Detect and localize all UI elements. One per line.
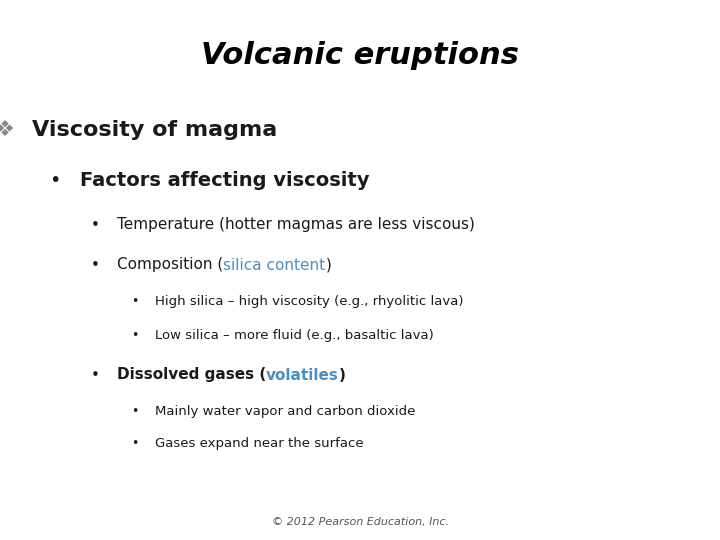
Text: © 2012 Pearson Education, Inc.: © 2012 Pearson Education, Inc. bbox=[271, 517, 449, 527]
Text: silica content: silica content bbox=[223, 258, 325, 273]
Text: Mainly water vapor and carbon dioxide: Mainly water vapor and carbon dioxide bbox=[155, 406, 415, 419]
Text: •: • bbox=[91, 368, 99, 382]
Text: Volcanic eruptions: Volcanic eruptions bbox=[201, 40, 519, 70]
Text: •: • bbox=[131, 406, 139, 419]
Text: Dissolved gases (: Dissolved gases ( bbox=[117, 368, 266, 382]
Text: ): ) bbox=[339, 368, 346, 382]
Text: Factors affecting viscosity: Factors affecting viscosity bbox=[80, 171, 369, 190]
Text: Gases expand near the surface: Gases expand near the surface bbox=[155, 436, 364, 449]
Text: •: • bbox=[131, 328, 139, 341]
Text: •: • bbox=[131, 436, 139, 449]
Text: volatiles: volatiles bbox=[266, 368, 339, 382]
Text: Composition (: Composition ( bbox=[117, 258, 223, 273]
Text: Temperature (hotter magmas are less viscous): Temperature (hotter magmas are less visc… bbox=[117, 218, 475, 233]
Text: High silica – high viscosity (e.g., rhyolitic lava): High silica – high viscosity (e.g., rhyo… bbox=[155, 295, 464, 308]
Text: •: • bbox=[91, 258, 99, 273]
Text: •: • bbox=[49, 171, 60, 190]
Text: ❖: ❖ bbox=[0, 120, 14, 140]
Text: Viscosity of magma: Viscosity of magma bbox=[32, 120, 277, 140]
Text: •: • bbox=[91, 218, 99, 233]
Text: Low silica – more fluid (e.g., basaltic lava): Low silica – more fluid (e.g., basaltic … bbox=[155, 328, 433, 341]
Text: •: • bbox=[131, 295, 139, 308]
Text: ): ) bbox=[325, 258, 331, 273]
